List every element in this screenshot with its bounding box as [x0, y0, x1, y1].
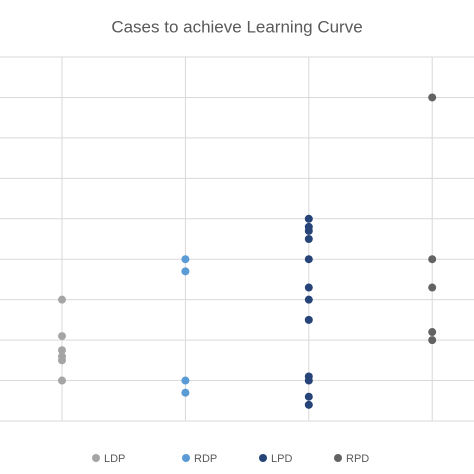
point	[304, 376, 313, 385]
point	[58, 332, 66, 341]
point	[428, 283, 437, 292]
point	[181, 267, 190, 276]
point	[181, 388, 190, 397]
point	[428, 93, 437, 102]
legend-marker	[92, 454, 100, 462]
point	[304, 392, 313, 401]
point	[58, 346, 66, 355]
legend-label: RPD	[346, 453, 369, 465]
point	[304, 255, 313, 264]
legend-marker	[334, 454, 342, 462]
point	[428, 328, 437, 337]
point	[181, 376, 190, 385]
point	[304, 214, 313, 223]
point	[304, 235, 313, 243]
point	[181, 255, 190, 264]
legend-label: LDP	[104, 453, 125, 465]
legend-label: RDP	[194, 453, 217, 465]
point	[304, 400, 313, 409]
legend-marker	[259, 454, 267, 462]
point	[428, 336, 437, 345]
point	[304, 315, 313, 324]
point	[304, 226, 313, 235]
point	[428, 255, 437, 264]
legend-marker	[182, 454, 190, 462]
point	[58, 376, 66, 385]
point	[304, 283, 313, 292]
point	[304, 295, 313, 304]
point	[58, 356, 66, 365]
legend-label: LPD	[271, 453, 292, 465]
chart-title: Cases to achieve Learning Curve	[111, 17, 362, 36]
point	[58, 295, 66, 304]
